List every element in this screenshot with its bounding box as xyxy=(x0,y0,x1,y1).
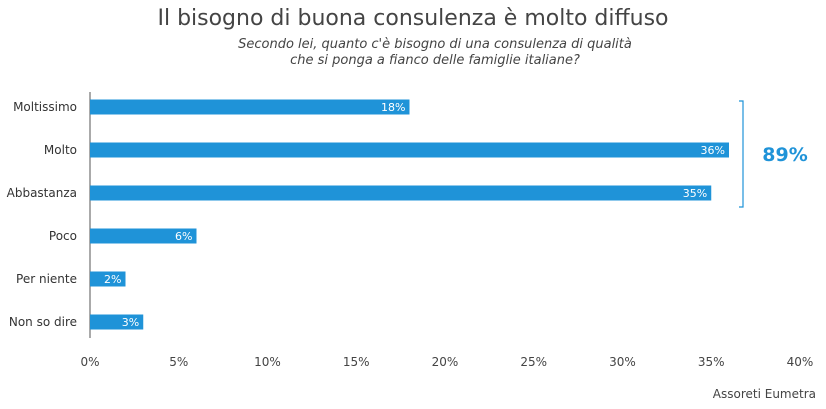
bar-value-label: 36% xyxy=(701,144,725,157)
category-label: Molto xyxy=(44,143,77,157)
category-label: Non so dire xyxy=(9,315,77,329)
x-tick-label: 25% xyxy=(520,355,547,369)
chart-subtitle-line-2: che si ponga a fianco delle famiglie ita… xyxy=(290,53,580,68)
bar xyxy=(90,99,410,115)
category-label: Per niente xyxy=(16,272,77,286)
x-tick-label: 15% xyxy=(343,355,370,369)
bar-value-label: 35% xyxy=(683,187,707,200)
category-label: Moltissimo xyxy=(13,100,77,114)
x-tick-label: 30% xyxy=(609,355,636,369)
x-tick-label: 20% xyxy=(432,355,459,369)
bar xyxy=(90,185,712,201)
bar xyxy=(90,228,197,244)
bar-value-label: 2% xyxy=(104,273,121,286)
x-tick-label: 5% xyxy=(169,355,188,369)
bar-value-label: 3% xyxy=(122,316,139,329)
bar-value-label: 6% xyxy=(175,230,192,243)
bracket-total-label: 89% xyxy=(762,144,807,166)
x-tick-label: 10% xyxy=(254,355,281,369)
bar xyxy=(90,271,126,287)
bar xyxy=(90,314,144,330)
x-tick-label: 40% xyxy=(787,355,814,369)
chart-subtitle-line-1: Secondo lei, quanto c'è bisogno di una c… xyxy=(238,37,632,52)
category-label: Poco xyxy=(49,229,77,243)
source-label: Assoreti Eumetra xyxy=(712,387,816,401)
category-label: Abbastanza xyxy=(7,186,77,200)
x-tick-label: 0% xyxy=(80,355,99,369)
bar-value-label: 18% xyxy=(381,101,405,114)
bracket xyxy=(739,100,744,208)
chart-title: Il bisogno di buona consulenza è molto d… xyxy=(157,6,669,31)
bar xyxy=(90,142,729,158)
x-tick-label: 35% xyxy=(698,355,725,369)
